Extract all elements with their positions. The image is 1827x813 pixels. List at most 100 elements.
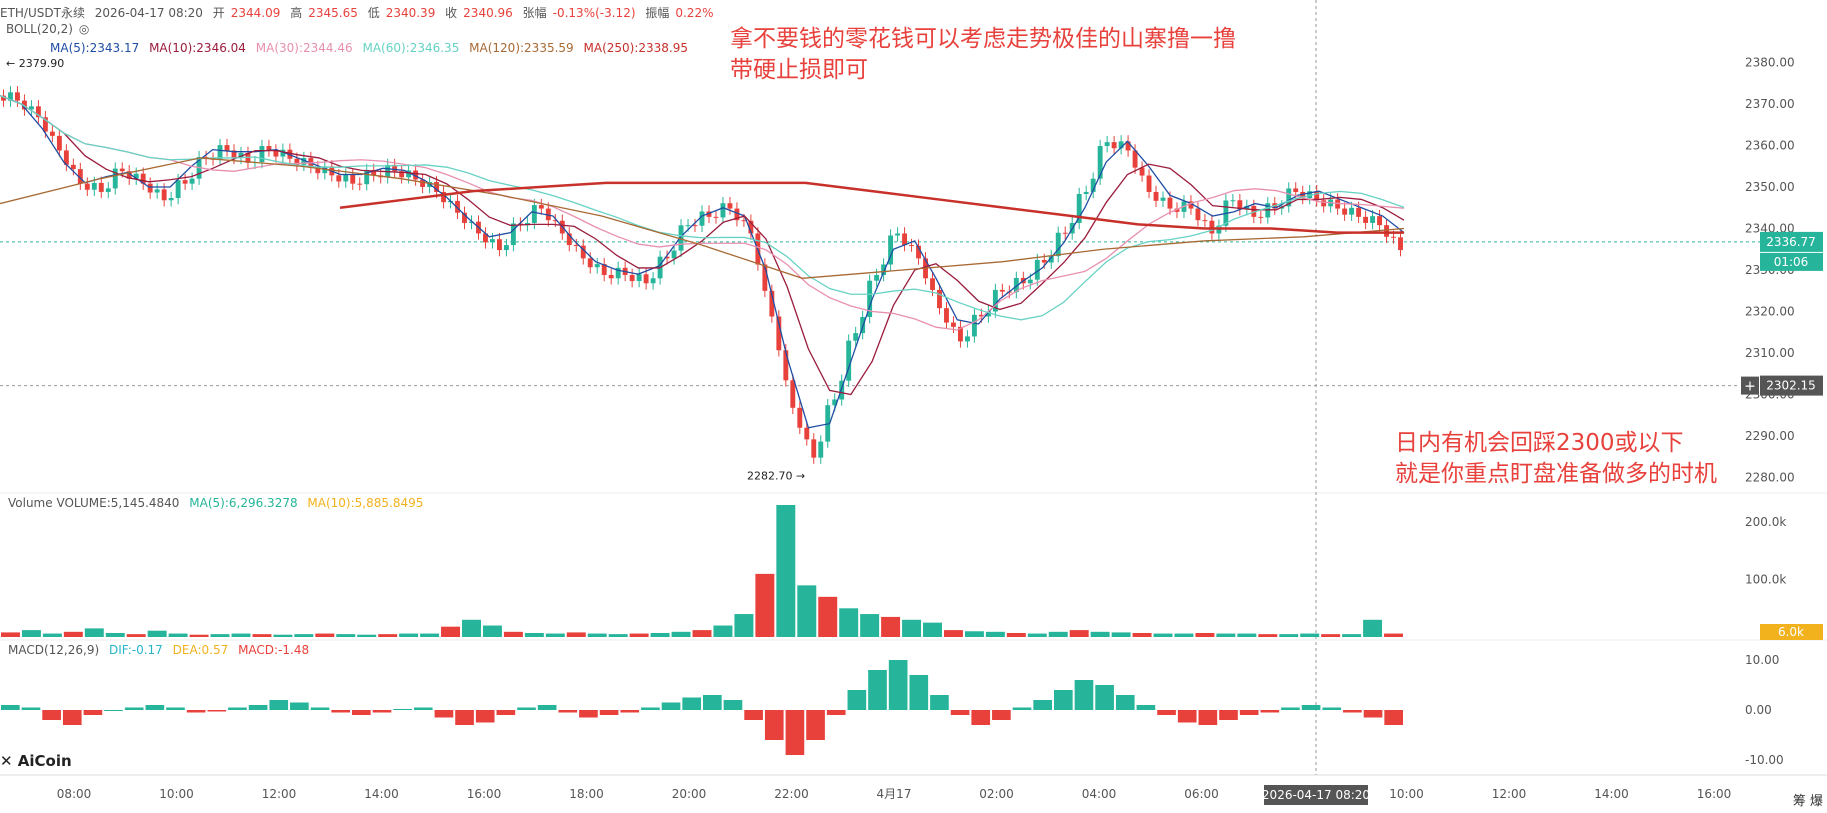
macd-bar [166,707,185,710]
volume-bar [1300,633,1320,637]
candle-body [84,183,90,190]
candle-body [685,225,691,227]
candle-body [22,100,27,110]
macd-bar [682,697,701,710]
volume-bar [734,614,754,637]
candle-body [1342,208,1348,215]
candle-body [832,399,838,406]
candle-body [1013,277,1019,293]
candle-body [846,340,852,381]
candle-body [951,322,956,327]
ma60-line [0,95,1405,321]
volume-bar [273,634,293,637]
candle-body [98,182,104,192]
candle-body [1237,200,1243,210]
x-tick-label: 20:00 [672,787,707,801]
candle-body [804,427,810,440]
candle-body [1230,200,1236,202]
candle-body [538,205,544,209]
ma10-line [0,95,1405,396]
candlestick-series [1,86,1403,464]
candle-body [1370,216,1376,223]
ma120-label: MA(120):2335.59 [469,41,574,55]
symbol-label[interactable]: ETH/USDT永续 [0,6,85,20]
volume-bar [985,631,1005,637]
candle-body [140,173,146,184]
corner-menu[interactable]: 筹 爆 [1792,794,1823,809]
candle-body [273,150,279,157]
x-tick-label: 08:00 [57,787,92,801]
volume-bar [881,616,901,637]
macd-bar [1260,710,1280,713]
candle-body [1188,201,1194,209]
volume-bar [21,630,41,637]
candle-body [133,173,139,179]
volume-bar [1153,633,1173,637]
macd-legend: MACD(12,26,9) DIF:-0.17 DEA:0.57 MACD:-1… [8,643,315,657]
candle-body [1076,193,1082,223]
candle-body [1034,259,1040,280]
ma5-line [0,95,1405,429]
candle-body [1209,220,1215,234]
candle-body [1041,259,1047,263]
macd-bar [1074,680,1094,710]
y-tick-label: 2290.00 [1745,429,1795,443]
macd-bar [1239,710,1259,715]
candle-body [985,311,991,317]
candle-body [1356,207,1362,217]
boll-indicator[interactable]: BOLL(20,2) ◎ [6,22,95,36]
volume-bar [503,631,523,637]
macd-bar [1343,710,1362,713]
candle-body [336,175,342,182]
volume-bar [210,634,230,637]
candle-body [881,264,887,275]
candle-body [1377,216,1382,226]
candle-body [217,145,223,160]
x-tick-label: 12:00 [262,787,297,801]
open-label: 开 [212,6,225,20]
candle-body [545,208,551,221]
macd-bar [620,710,640,713]
candle-body [580,245,586,259]
candle-body [902,233,908,246]
macd-bar [909,675,929,710]
candle-body [1132,150,1138,168]
volume-bar [587,633,607,637]
macd-bar [42,710,61,720]
candle-body [944,308,949,323]
candle-body [699,211,705,226]
volume-bar [482,625,502,637]
volume-bar [818,596,838,637]
vma10-label: MA(10):5,885.8495 [307,496,424,510]
ma120-line [0,157,1405,279]
candle-body [455,200,460,213]
volume-bar [1384,633,1403,637]
macd-bar [517,707,536,710]
candle-body [1391,236,1396,238]
macd-bar [1363,710,1383,718]
boll-label: BOLL(20,2) [6,22,73,36]
eye-icon[interactable]: ◎ [78,22,90,36]
candle-body [937,289,942,309]
macd-bar [1198,710,1218,725]
candle-body [56,135,62,151]
candle-body [608,274,614,279]
volume-bar [964,631,984,637]
candle-body [91,182,97,190]
moving-average-lines [0,95,1405,429]
y-tick-label: 2360.00 [1745,138,1795,152]
ma250-line [339,181,1404,234]
volume-bar [902,619,922,637]
volume-bar [1111,632,1131,637]
candle-body [964,336,970,342]
candle-body [629,274,635,282]
candle-body [664,256,670,259]
macd-bar [971,710,991,725]
candle-body [1090,178,1096,192]
vma5-label: MA(5):6,296.3278 [189,496,298,510]
candle-body [769,290,775,317]
macd-bar [124,707,144,710]
macd-bar [62,710,82,725]
cross-price-label: 2302.15 [1766,379,1816,393]
